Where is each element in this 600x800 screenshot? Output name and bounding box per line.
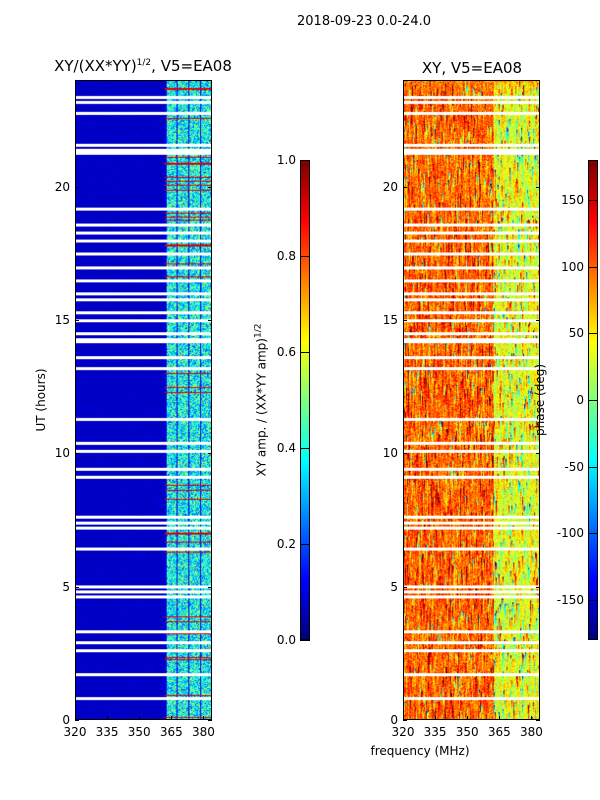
x-tick-label: 350: [455, 725, 479, 739]
y-tick-mark: [208, 720, 212, 721]
y-tick-mark: [536, 720, 540, 721]
y-tick-mark: [75, 586, 79, 588]
colorbar-tick-label: 50: [568, 326, 584, 341]
colorbar-tick-mark: [588, 533, 598, 535]
y-tick-label: 10: [382, 446, 398, 461]
x-tick-mark: [531, 716, 533, 720]
x-tick-label: 365: [487, 725, 511, 739]
phase-heatmap: [403, 80, 540, 720]
title-exponent: 1/2: [136, 58, 152, 68]
x-axis-label: frequency (MHz): [370, 744, 470, 758]
y-tick-label: 20: [382, 179, 398, 194]
colorbar-tick-label: 1.0: [276, 153, 296, 167]
colorbar-tick-mark: [300, 448, 310, 449]
x-tick-mark: [435, 716, 437, 720]
colorbar-tick-mark: [588, 266, 598, 268]
colorbar-tick-mark: [588, 400, 598, 401]
y-tick-mark: [208, 186, 212, 188]
colorbar-tick-label: -100: [556, 526, 584, 541]
amplitude-colorbar: [300, 160, 310, 640]
y-tick-mark: [208, 586, 212, 588]
y-tick-mark: [536, 453, 540, 455]
y-tick-mark: [403, 720, 407, 721]
colorbar-tick-label: 0.2: [276, 537, 296, 551]
x-tick-label: 380: [519, 725, 543, 739]
x-tick-mark: [499, 716, 501, 720]
colorbar-tick-label: -150: [556, 593, 584, 607]
colorbar-tick-label: 0.8: [276, 249, 296, 263]
colorbar-tick-mark: [300, 256, 310, 257]
colorbar-tick-mark: [588, 333, 598, 335]
suptitle: 2018-09-23 0.0-24.0: [297, 14, 431, 29]
title-text: XY/(XX*YY): [54, 57, 137, 75]
y-tick-mark: [403, 186, 407, 188]
colorbar-tick-mark: [300, 640, 310, 641]
y-tick-label: 20: [54, 179, 70, 194]
y-tick-mark: [403, 320, 407, 321]
colorbar-tick-label: 0.6: [276, 345, 296, 359]
y-tick-label: 5: [62, 579, 70, 594]
y-tick-mark: [536, 586, 540, 588]
colorbar-tick-mark: [588, 466, 598, 468]
y-tick-label: 5: [390, 579, 398, 594]
colorbar-tick-mark: [300, 160, 310, 161]
colorbar-tick-mark: [300, 352, 310, 353]
x-tick-mark: [171, 716, 173, 720]
y-tick-mark: [208, 453, 212, 455]
colorbar-tick-mark: [588, 200, 598, 201]
y-tick-mark: [75, 720, 79, 721]
left-plot-title: XY/(XX*YY)1/2, V5=EA08: [54, 57, 232, 75]
x-tick-label: 320: [63, 725, 87, 739]
x-tick-mark: [75, 716, 76, 720]
x-tick-label: 380: [191, 725, 215, 739]
colorbar-label-exponent: 1/2: [253, 323, 264, 339]
colorbar-tick-label: 0: [576, 393, 584, 407]
colorbar-phase-label: phase (deg): [533, 363, 547, 437]
colorbar-tick-label: -50: [564, 459, 584, 474]
x-tick-label: 365: [159, 725, 183, 739]
y-tick-label: 15: [54, 313, 70, 327]
colorbar-tick-mark: [588, 600, 598, 601]
y-tick-mark: [403, 453, 407, 455]
y-tick-label: 10: [54, 446, 70, 461]
x-tick-mark: [467, 716, 469, 720]
y-tick-label: 0: [62, 713, 70, 727]
y-tick-mark: [75, 320, 79, 321]
y-tick-mark: [536, 320, 540, 321]
y-tick-mark: [403, 586, 407, 588]
x-tick-label: 320: [391, 725, 415, 739]
right-plot-title: XY, V5=EA08: [421, 59, 523, 77]
y-tick-mark: [208, 320, 212, 321]
x-tick-label: 350: [127, 725, 151, 739]
y-tick-mark: [75, 453, 79, 455]
x-tick-mark: [203, 716, 205, 720]
x-tick-mark: [139, 716, 141, 720]
colorbar-label-text: XY amp. / (XX*YY amp): [254, 338, 269, 477]
colorbar-tick-label: 0.0: [276, 633, 296, 647]
y-tick-label: 0: [390, 713, 398, 727]
x-tick-label: 335: [95, 725, 119, 739]
y-axis-label: UT (hours): [34, 368, 48, 432]
x-tick-mark: [403, 716, 404, 720]
colorbar-tick-label: 150: [561, 193, 584, 207]
y-tick-mark: [75, 186, 79, 188]
colorbar-tick-mark: [300, 544, 310, 545]
title-suffix: , V5=EA08: [151, 57, 232, 75]
x-tick-mark: [107, 716, 109, 720]
amplitude-heatmap: [75, 80, 212, 720]
y-tick-mark: [536, 186, 540, 188]
colorbar-amplitude-label: XY amp. / (XX*YY amp)1/2: [254, 324, 269, 477]
x-tick-label: 335: [423, 725, 447, 739]
colorbar-tick-label: 100: [561, 259, 584, 274]
colorbar-tick-label: 0.4: [276, 441, 296, 455]
y-tick-label: 15: [382, 313, 398, 327]
